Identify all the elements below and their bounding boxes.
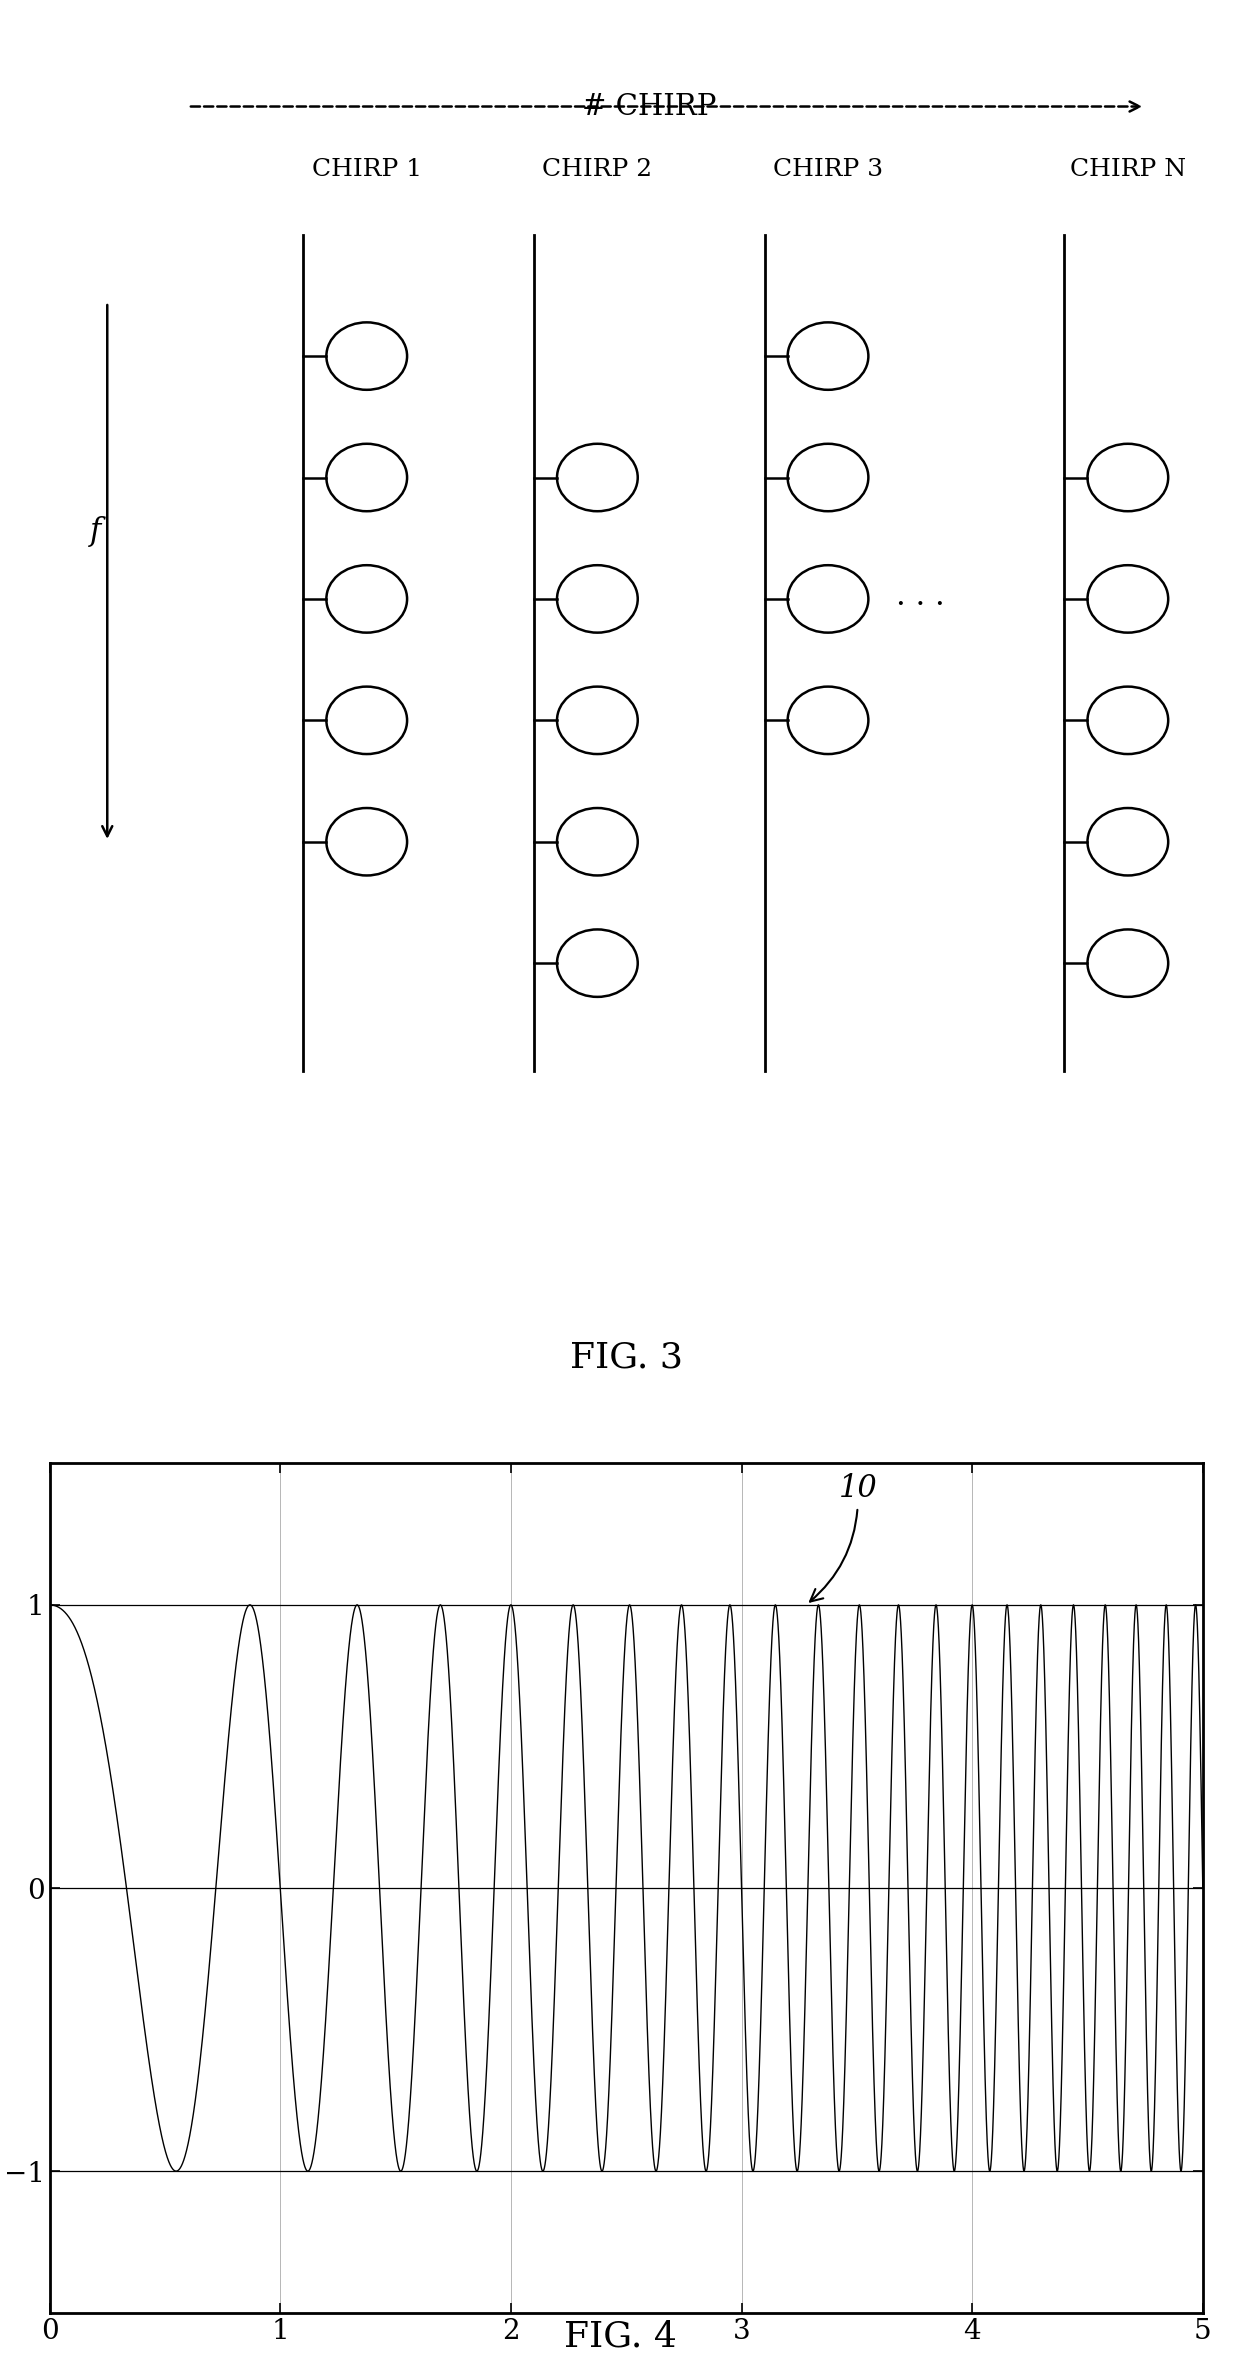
Text: f: f [91, 517, 102, 548]
Text: FIG. 3: FIG. 3 [569, 1340, 683, 1376]
Text: CHIRP 2: CHIRP 2 [542, 157, 652, 180]
Text: · · ·: · · · [895, 591, 945, 621]
Text: # CHIRP: # CHIRP [582, 93, 717, 121]
Text: 10: 10 [810, 1473, 877, 1601]
Text: FIG. 4: FIG. 4 [563, 2320, 677, 2353]
Text: CHIRP 1: CHIRP 1 [311, 157, 422, 180]
Text: CHIRP N: CHIRP N [1070, 157, 1185, 180]
Text: CHIRP 3: CHIRP 3 [773, 157, 883, 180]
